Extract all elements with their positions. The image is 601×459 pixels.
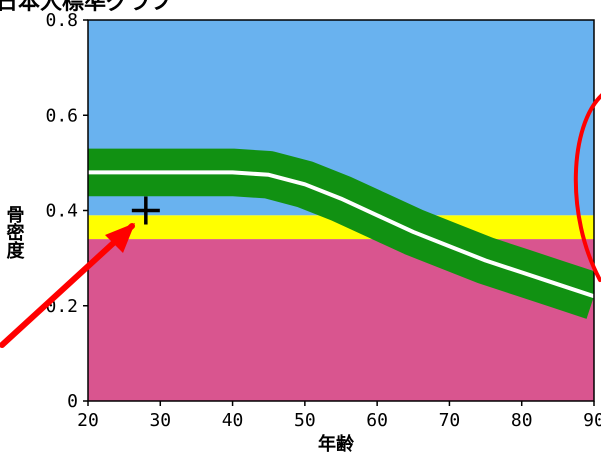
x-axis-title: 年齢 xyxy=(318,433,355,455)
annotation-circle-mark xyxy=(573,93,601,282)
x-tick-label-60: 60 xyxy=(366,410,388,431)
y-tick-label-0-8: 0.8 xyxy=(45,10,78,31)
x-tick-label-30: 30 xyxy=(149,410,171,431)
standard-curve-group xyxy=(88,148,594,319)
x-tick-label-90: 90 xyxy=(583,410,601,431)
x-tick-label-40: 40 xyxy=(222,410,244,431)
marker-group xyxy=(131,196,160,225)
chart-title: 日本人標準グラフ xyxy=(0,0,172,15)
x-tick-label-80: 80 xyxy=(511,410,533,431)
annotation-group xyxy=(0,93,601,348)
x-tick-label-70: 70 xyxy=(439,410,461,431)
x-tick-label-20: 20 xyxy=(77,410,99,431)
y-axis-title-group: 骨密度 xyxy=(4,205,25,260)
plot-area-clip xyxy=(88,20,594,401)
y-tick-label-0-6: 0.6 xyxy=(45,105,78,126)
annotation-arrow-head xyxy=(105,223,135,253)
y-tick-label-0: 0 xyxy=(67,391,78,412)
y-tick-label-0-4: 0.4 xyxy=(45,201,78,222)
annotation-arrow-shaft xyxy=(0,223,135,348)
standard-curve-line xyxy=(88,170,594,299)
x-tick-label-50: 50 xyxy=(294,410,316,431)
chart-title-group: 日本人標準グラフ xyxy=(0,0,172,15)
x-axis-title-group: 年齢 xyxy=(318,433,355,455)
y-axis-title: 骨密度 xyxy=(4,205,25,260)
